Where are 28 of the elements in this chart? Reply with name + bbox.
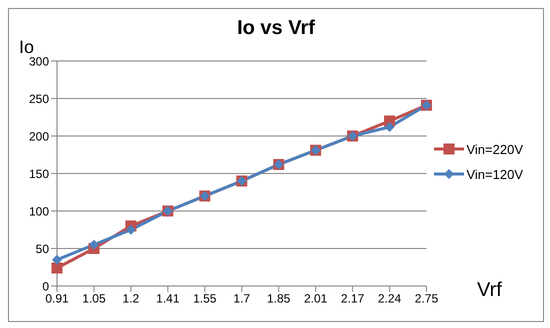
y-axis-title: Io: [19, 37, 34, 57]
point: [88, 240, 99, 250]
point: [384, 122, 395, 132]
y-tick-label: 50: [36, 242, 50, 256]
point: [126, 224, 136, 235]
y-tick-label: 150: [28, 166, 50, 181]
y-tick-label: 300: [28, 54, 50, 68]
y-tick-label: 0: [42, 279, 50, 294]
legend-label: Vin=220V: [466, 142, 523, 156]
x-tick-label: 1.41: [156, 292, 180, 306]
x-tick-label: 2.75: [414, 292, 438, 306]
y-tick-label: 200: [28, 129, 50, 144]
x-tick-label: 1.05: [82, 292, 106, 306]
x-tick-label: 2.01: [304, 292, 328, 306]
x-tick-label: 1.2: [122, 292, 140, 306]
chart-title: Io vs Vrf: [237, 17, 315, 39]
x-tick-label: 1.85: [267, 292, 291, 306]
x-tick-label: 2.24: [378, 292, 402, 306]
point: [52, 262, 62, 274]
x-tick-label: 1.7: [233, 292, 250, 306]
x-tick-label: 0.91: [45, 292, 69, 306]
legend-label: Vin=120V: [466, 166, 523, 182]
y-tick-label: 250: [28, 92, 50, 106]
y-tick-label: 100: [28, 204, 50, 218]
x-axis-title: Vrf: [477, 279, 502, 302]
point: [52, 254, 62, 265]
x-tick-label: 1.55: [193, 292, 217, 306]
x-tick-label: 2.17: [340, 292, 365, 306]
